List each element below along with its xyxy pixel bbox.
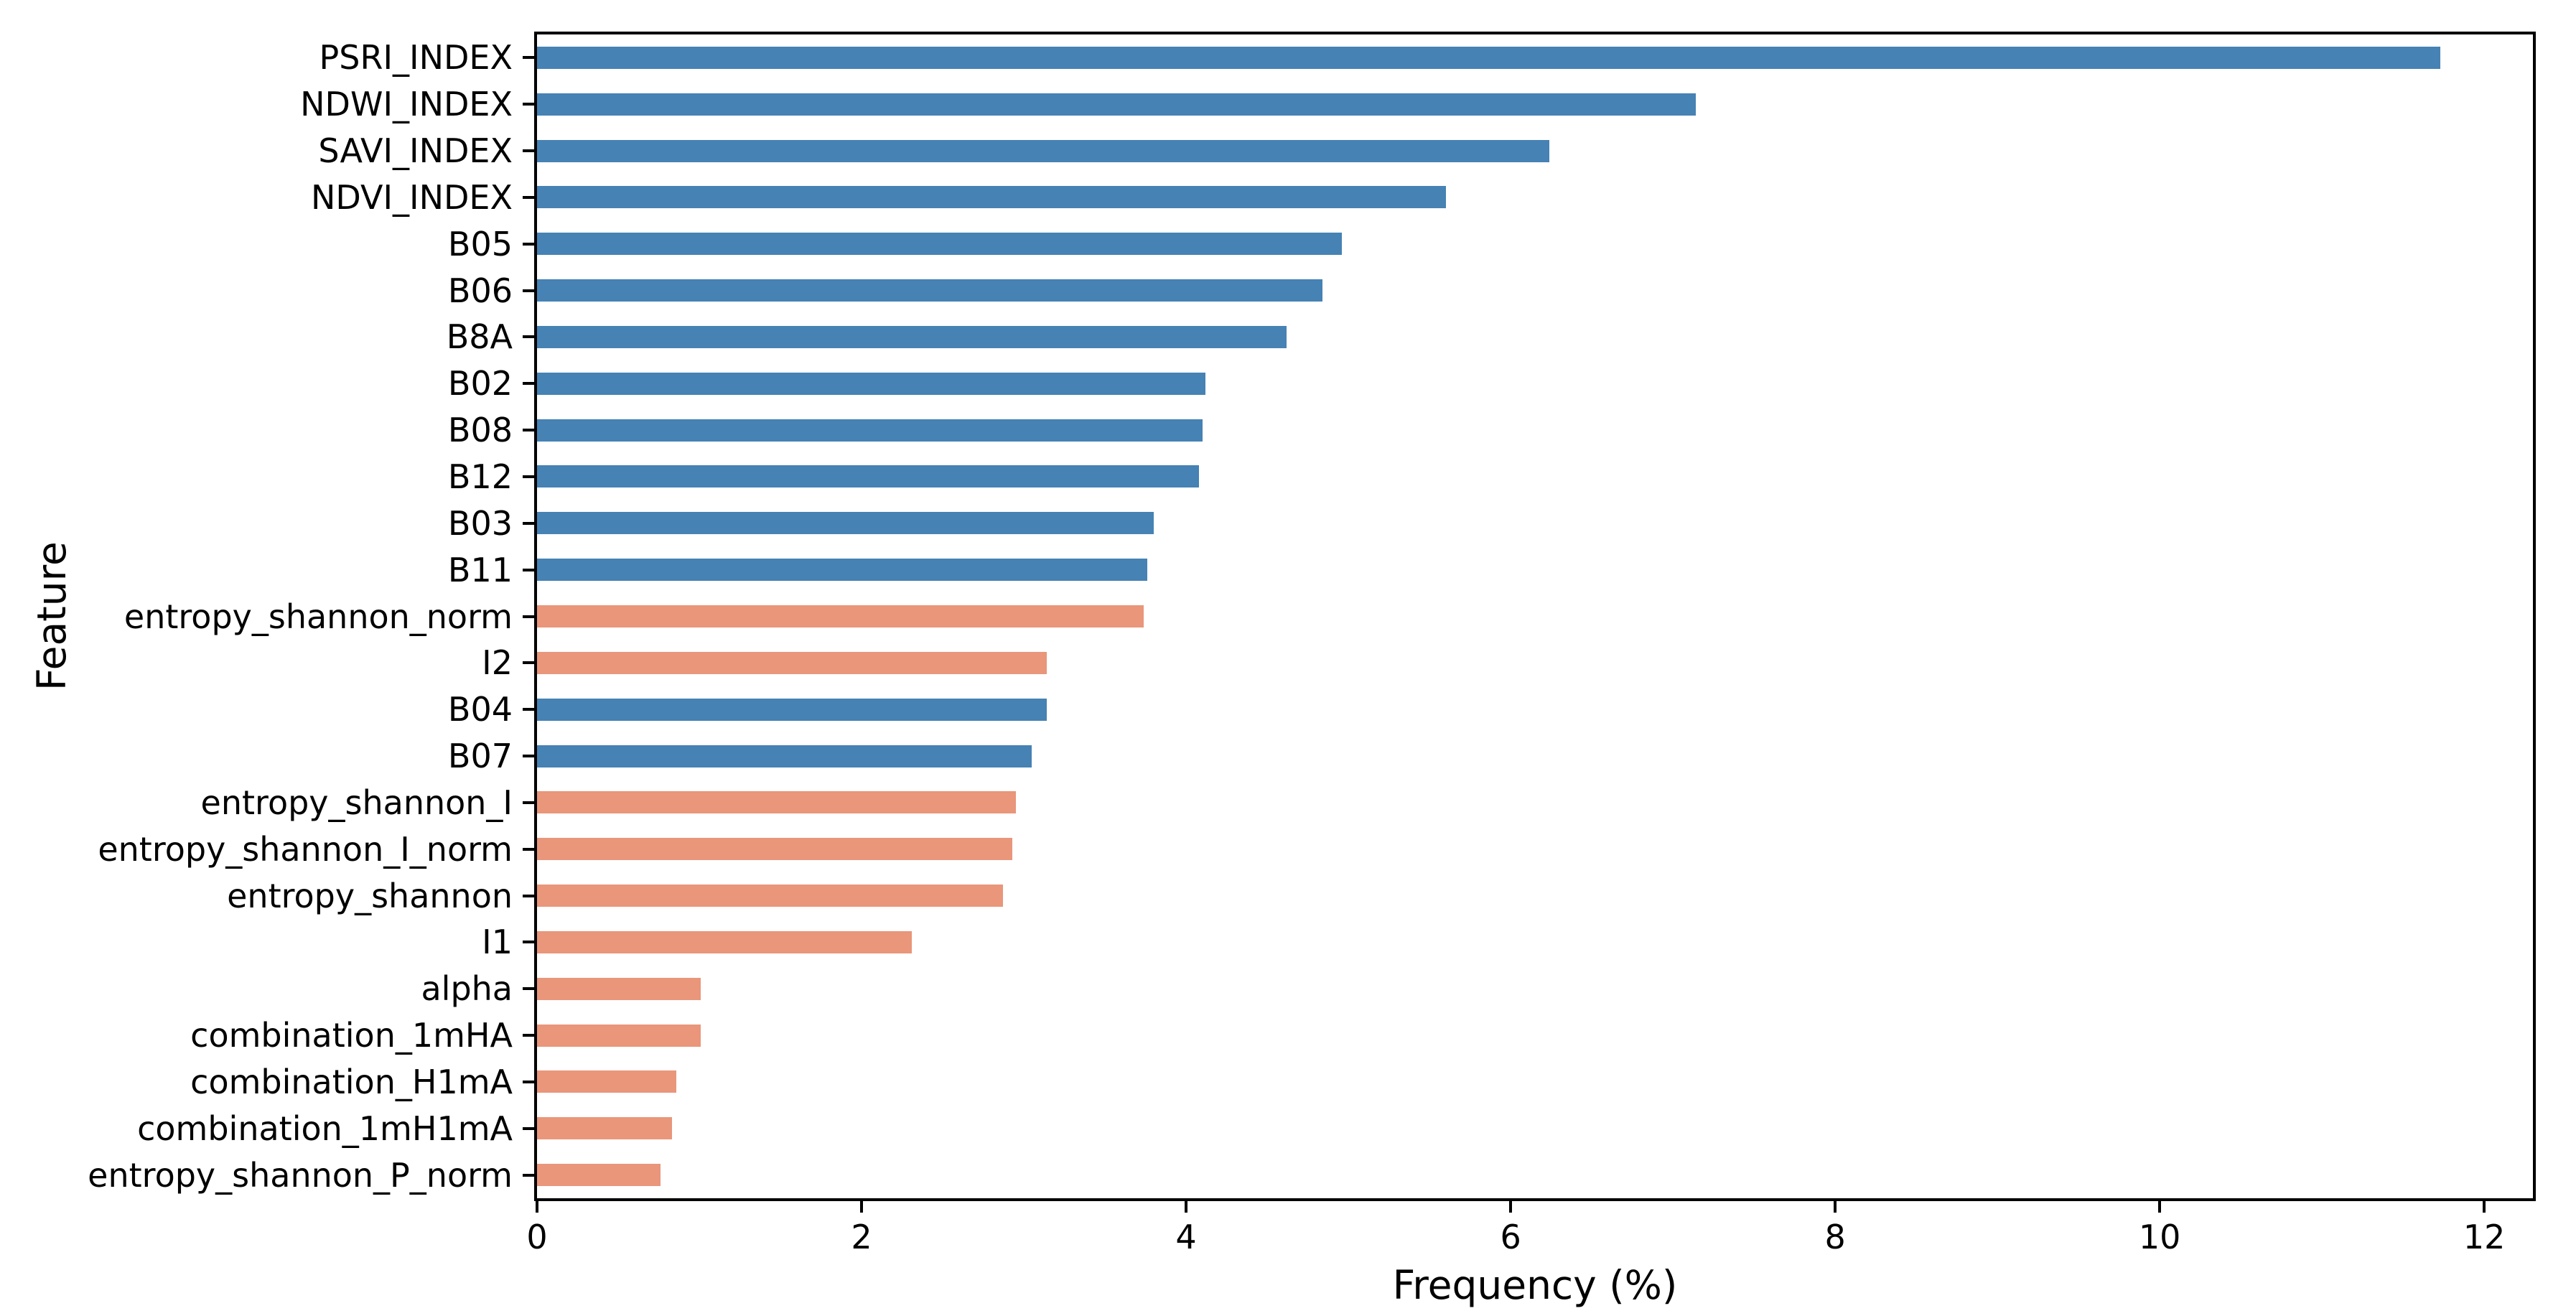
y-tick-label-B06: B06 xyxy=(447,271,513,310)
bar-B07 xyxy=(537,745,1032,767)
bar-entropy_shannon_I xyxy=(537,791,1016,814)
y-tick-mark xyxy=(523,56,534,60)
bar-B08 xyxy=(537,419,1203,442)
bar-combination_1mH1mA xyxy=(537,1117,672,1140)
y-tick-mark xyxy=(523,289,534,292)
y-tick-mark xyxy=(523,801,534,804)
y-tick-label-combination_1mHA: combination_1mHA xyxy=(190,1016,513,1055)
bar-entropy_shannon_P_norm xyxy=(537,1164,661,1187)
y-tick-label-B02: B02 xyxy=(447,364,513,403)
y-tick-label-I2: I2 xyxy=(482,643,513,683)
y-tick-label-NDWI_INDEX: NDWI_INDEX xyxy=(300,85,513,124)
bar-B05 xyxy=(537,233,1343,256)
bar-combination_H1mA xyxy=(537,1070,677,1093)
x-tick-label-10: 10 xyxy=(2138,1218,2181,1256)
y-tick-mark xyxy=(523,894,534,897)
x-tick-label-6: 6 xyxy=(1500,1218,1521,1256)
x-tick-mark xyxy=(2483,1201,2486,1213)
y-tick-mark xyxy=(523,382,534,386)
x-tick-label-4: 4 xyxy=(1175,1218,1197,1256)
y-tick-mark xyxy=(523,242,534,246)
y-tick-label-combination_H1mA: combination_H1mA xyxy=(190,1062,513,1101)
y-tick-mark xyxy=(523,615,534,618)
bar-SAVI_INDEX xyxy=(537,139,1550,162)
y-tick-label-B08: B08 xyxy=(447,411,513,450)
x-tick-mark xyxy=(1509,1201,1513,1213)
y-tick-mark xyxy=(523,941,534,944)
y-tick-label-I1: I1 xyxy=(482,923,513,962)
bar-entropy_shannon_norm xyxy=(537,605,1144,627)
bar-I2 xyxy=(537,651,1047,674)
bar-B11 xyxy=(537,559,1147,582)
x-tick-mark xyxy=(860,1201,864,1213)
y-tick-label-B05: B05 xyxy=(447,224,513,263)
x-tick-mark xyxy=(1834,1201,1837,1213)
x-tick-mark xyxy=(2158,1201,2162,1213)
bar-B03 xyxy=(537,512,1154,535)
bar-entropy_shannon xyxy=(537,885,1003,907)
y-tick-mark xyxy=(523,521,534,525)
y-tick-label-B12: B12 xyxy=(447,457,513,496)
y-tick-mark xyxy=(523,103,534,106)
bar-PSRI_INDEX xyxy=(537,46,2441,69)
y-tick-label-B03: B03 xyxy=(447,503,513,543)
bar-B02 xyxy=(537,372,1206,395)
y-tick-mark xyxy=(523,847,534,851)
y-tick-mark xyxy=(523,568,534,571)
y-tick-mark xyxy=(523,1173,534,1177)
y-tick-label-B8A: B8A xyxy=(446,317,513,357)
bar-alpha xyxy=(537,977,701,1000)
bar-I1 xyxy=(537,930,913,953)
y-tick-mark xyxy=(523,335,534,339)
bar-B8A xyxy=(537,325,1287,348)
x-tick-mark xyxy=(536,1201,538,1213)
y-tick-label-combination_1mH1mA: combination_1mH1mA xyxy=(137,1109,513,1148)
y-tick-label-B11: B11 xyxy=(447,550,513,589)
y-tick-label-entropy_shannon: entropy_shannon xyxy=(227,876,513,915)
bar-combination_1mHA xyxy=(537,1024,701,1047)
y-tick-label-alpha: alpha xyxy=(421,969,513,1009)
y-tick-label-PSRI_INDEX: PSRI_INDEX xyxy=(319,38,513,78)
y-tick-mark xyxy=(523,195,534,199)
plot-area xyxy=(534,32,2536,1201)
y-tick-mark xyxy=(523,1034,534,1037)
y-tick-label-B04: B04 xyxy=(447,690,513,729)
y-tick-label-entropy_shannon_I_norm: entropy_shannon_I_norm xyxy=(98,829,513,869)
y-tick-mark xyxy=(523,149,534,153)
x-tick-label-0: 0 xyxy=(526,1218,548,1256)
bar-NDWI_INDEX xyxy=(537,93,1696,116)
y-tick-mark xyxy=(523,661,534,665)
y-tick-mark xyxy=(523,987,534,991)
y-tick-label-entropy_shannon_I: entropy_shannon_I xyxy=(200,783,513,822)
y-tick-mark xyxy=(523,1080,534,1083)
x-tick-label-2: 2 xyxy=(851,1218,872,1256)
x-tick-mark xyxy=(1185,1201,1188,1213)
y-tick-mark xyxy=(523,429,534,432)
y-tick-mark xyxy=(523,475,534,478)
bar-B12 xyxy=(537,465,1200,488)
y-tick-label-SAVI_INDEX: SAVI_INDEX xyxy=(318,131,513,171)
y-tick-label-NDVI_INDEX: NDVI_INDEX xyxy=(310,177,513,217)
x-tick-label-8: 8 xyxy=(1824,1218,1846,1256)
y-tick-label-B07: B07 xyxy=(447,737,513,776)
x-tick-label-12: 12 xyxy=(2463,1218,2506,1256)
bar-entropy_shannon_I_norm xyxy=(537,838,1013,861)
y-tick-mark xyxy=(523,708,534,711)
bar-B06 xyxy=(537,279,1322,302)
y-tick-label-entropy_shannon_norm: entropy_shannon_norm xyxy=(123,597,513,636)
y-tick-mark xyxy=(523,755,534,758)
y-tick-mark xyxy=(523,1126,534,1130)
bar-NDVI_INDEX xyxy=(537,186,1446,209)
bar-B04 xyxy=(537,698,1047,721)
y-tick-label-entropy_shannon_P_norm: entropy_shannon_P_norm xyxy=(88,1155,513,1195)
x-axis-label: Frequency (%) xyxy=(1392,1262,1678,1308)
